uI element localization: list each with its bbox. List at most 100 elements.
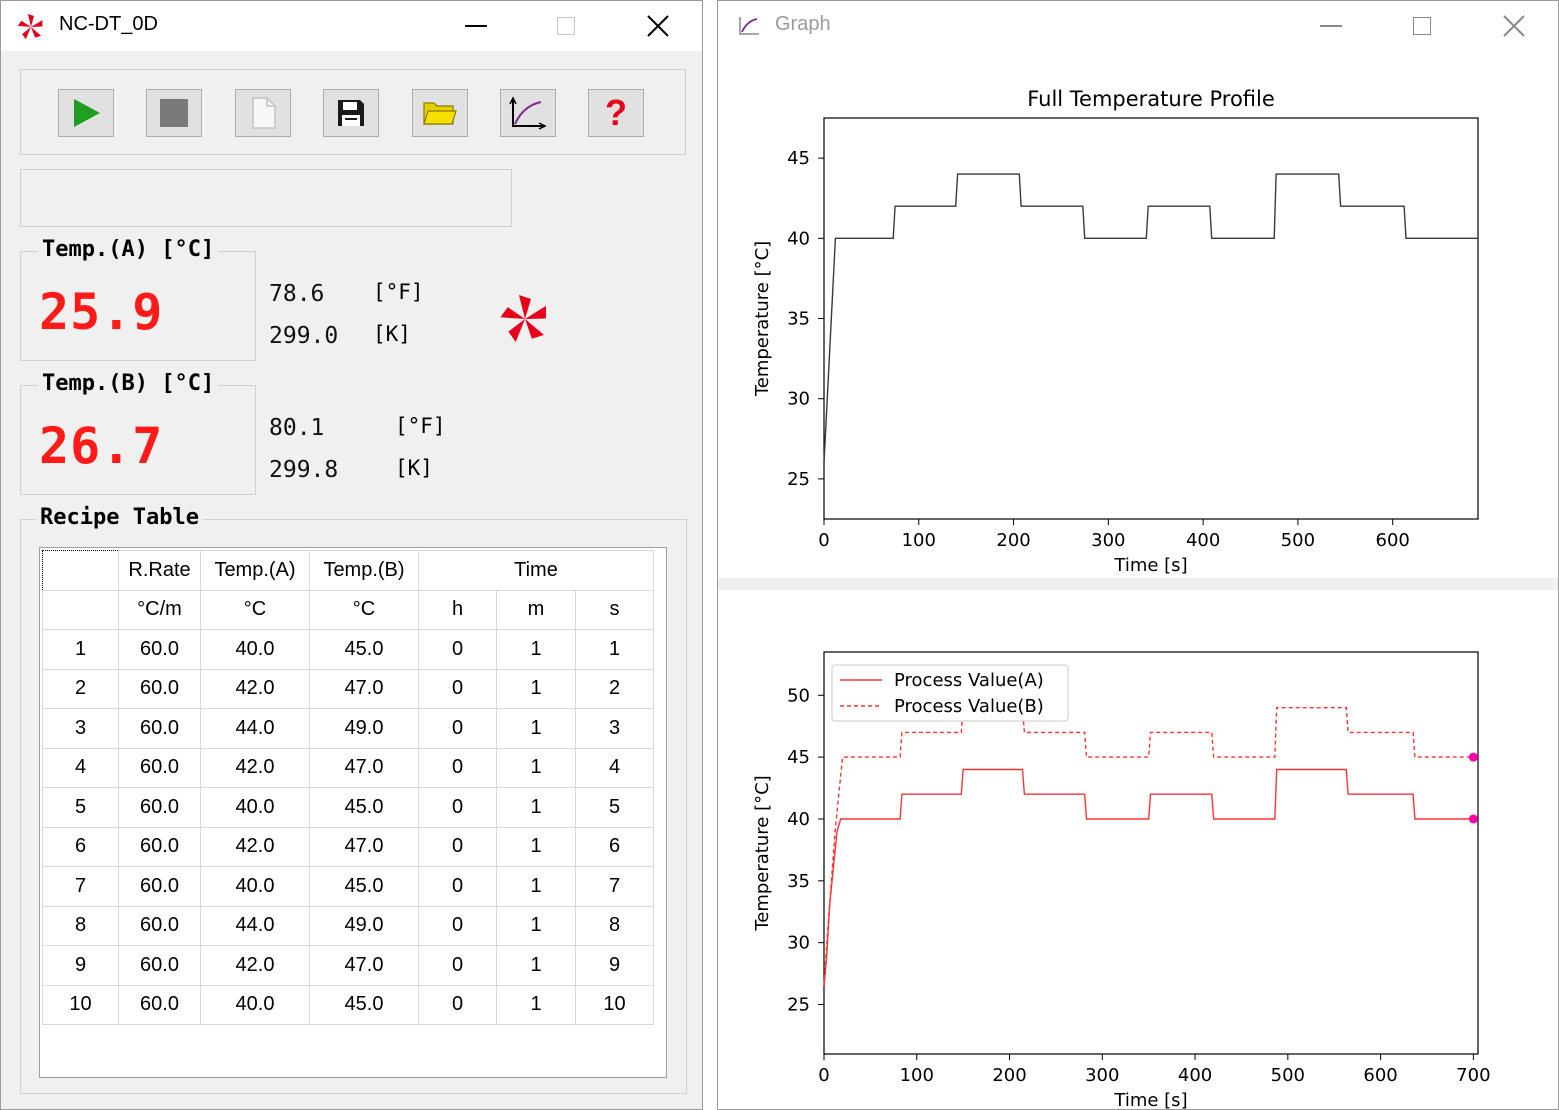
unit-seconds[interactable]: s: [575, 589, 654, 630]
temp-a-cell[interactable]: 40.0: [200, 787, 310, 828]
temp-b-cell[interactable]: 47.0: [309, 747, 419, 788]
temp-b-cell[interactable]: 47.0: [309, 945, 419, 986]
help-button[interactable]: ?: [588, 89, 644, 137]
table-row[interactable]: 6 60.0 42.0 47.0 0 1 6: [42, 826, 654, 867]
seconds-cell[interactable]: 7: [575, 866, 654, 907]
row-index[interactable]: 10: [42, 984, 119, 1025]
minutes-cell[interactable]: 1: [496, 668, 576, 709]
seconds-cell[interactable]: 8: [575, 905, 654, 946]
seconds-cell[interactable]: 10: [575, 984, 654, 1025]
hours-cell[interactable]: 0: [418, 984, 497, 1025]
row-index[interactable]: 2: [42, 668, 119, 709]
hours-cell[interactable]: 0: [418, 945, 497, 986]
hours-cell[interactable]: 0: [418, 905, 497, 946]
temp-a-cell[interactable]: 40.0: [200, 984, 310, 1025]
table-row[interactable]: 8 60.0 44.0 49.0 0 1 8: [42, 905, 654, 946]
temp-b-cell[interactable]: 45.0: [309, 984, 419, 1025]
rate-cell[interactable]: 60.0: [118, 787, 201, 828]
temp-a-cell[interactable]: 44.0: [200, 905, 310, 946]
rate-cell[interactable]: 60.0: [118, 984, 201, 1025]
table-row[interactable]: 5 60.0 40.0 45.0 0 1 5: [42, 787, 654, 828]
temp-b-cell[interactable]: 49.0: [309, 708, 419, 749]
unit-hours[interactable]: h: [418, 589, 497, 630]
header-temp-b[interactable]: Temp.(B): [309, 550, 419, 591]
row-index[interactable]: 4: [42, 747, 119, 788]
temp-a-cell[interactable]: 44.0: [200, 708, 310, 749]
temp-a-cell[interactable]: 42.0: [200, 668, 310, 709]
hours-cell[interactable]: 0: [418, 708, 497, 749]
rate-cell[interactable]: 60.0: [118, 866, 201, 907]
minutes-cell[interactable]: 1: [496, 826, 576, 867]
seconds-cell[interactable]: 4: [575, 747, 654, 788]
table-row[interactable]: 3 60.0 44.0 49.0 0 1 3: [42, 708, 654, 749]
open-folder-button[interactable]: [412, 89, 468, 137]
table-row[interactable]: 2 60.0 42.0 47.0 0 1 2: [42, 668, 654, 709]
table-row[interactable]: 7 60.0 40.0 45.0 0 1 7: [42, 866, 654, 907]
temp-b-cell[interactable]: 47.0: [309, 668, 419, 709]
temp-b-cell[interactable]: 45.0: [309, 866, 419, 907]
rate-cell[interactable]: 60.0: [118, 826, 201, 867]
row-index[interactable]: 5: [42, 787, 119, 828]
seconds-cell[interactable]: 5: [575, 787, 654, 828]
row-index[interactable]: 8: [42, 905, 119, 946]
temp-b-cell[interactable]: 49.0: [309, 905, 419, 946]
row-index[interactable]: 9: [42, 945, 119, 986]
new-file-button[interactable]: [235, 89, 291, 137]
run-button[interactable]: [58, 89, 114, 137]
table-row[interactable]: 1 60.0 40.0 45.0 0 1 1: [42, 629, 654, 670]
header-temp-a[interactable]: Temp.(A): [200, 550, 310, 591]
corner-cell[interactable]: [42, 550, 119, 591]
seconds-cell[interactable]: 6: [575, 826, 654, 867]
minutes-cell[interactable]: 1: [496, 905, 576, 946]
header-rate[interactable]: R.Rate: [118, 550, 201, 591]
minutes-cell[interactable]: 1: [496, 708, 576, 749]
rate-cell[interactable]: 60.0: [118, 708, 201, 749]
row-index[interactable]: 6: [42, 826, 119, 867]
hours-cell[interactable]: 0: [418, 747, 497, 788]
close-button[interactable]: [635, 1, 681, 51]
seconds-cell[interactable]: 1: [575, 629, 654, 670]
rate-cell[interactable]: 60.0: [118, 629, 201, 670]
hours-cell[interactable]: 0: [418, 866, 497, 907]
graph-close-button[interactable]: [1491, 1, 1537, 51]
plot-splitter[interactable]: [718, 578, 1558, 590]
rate-cell[interactable]: 60.0: [118, 668, 201, 709]
hours-cell[interactable]: 0: [418, 668, 497, 709]
temp-a-cell[interactable]: 40.0: [200, 629, 310, 670]
minutes-cell[interactable]: 1: [496, 984, 576, 1025]
minutes-cell[interactable]: 1: [496, 866, 576, 907]
unit-temp-b[interactable]: °C: [309, 589, 419, 630]
table-row[interactable]: 10 60.0 40.0 45.0 0 1 10: [42, 984, 654, 1025]
row-index[interactable]: 1: [42, 629, 119, 670]
hours-cell[interactable]: 0: [418, 629, 497, 670]
maximize-button[interactable]: [543, 1, 589, 51]
seconds-cell[interactable]: 2: [575, 668, 654, 709]
row-index[interactable]: 7: [42, 866, 119, 907]
unit-row-label[interactable]: [42, 589, 119, 630]
temp-a-cell[interactable]: 40.0: [200, 866, 310, 907]
minutes-cell[interactable]: 1: [496, 747, 576, 788]
minutes-cell[interactable]: 1: [496, 787, 576, 828]
temp-a-cell[interactable]: 42.0: [200, 826, 310, 867]
temp-b-cell[interactable]: 47.0: [309, 826, 419, 867]
hours-cell[interactable]: 0: [418, 787, 497, 828]
minutes-cell[interactable]: 1: [496, 629, 576, 670]
row-index[interactable]: 3: [42, 708, 119, 749]
hours-cell[interactable]: 0: [418, 826, 497, 867]
seconds-cell[interactable]: 3: [575, 708, 654, 749]
seconds-cell[interactable]: 9: [575, 945, 654, 986]
temp-b-cell[interactable]: 45.0: [309, 787, 419, 828]
unit-temp-a[interactable]: °C: [200, 589, 310, 630]
rate-cell[interactable]: 60.0: [118, 945, 201, 986]
minutes-cell[interactable]: 1: [496, 945, 576, 986]
unit-rate[interactable]: °C/m: [118, 589, 201, 630]
temp-a-cell[interactable]: 42.0: [200, 747, 310, 788]
save-button[interactable]: [323, 89, 379, 137]
table-row[interactable]: 9 60.0 42.0 47.0 0 1 9: [42, 945, 654, 986]
graph-minimize-button[interactable]: [1308, 1, 1354, 51]
graph-maximize-button[interactable]: [1399, 1, 1445, 51]
header-time[interactable]: Time: [418, 550, 654, 591]
table-row[interactable]: 4 60.0 42.0 47.0 0 1 4: [42, 747, 654, 788]
temp-a-cell[interactable]: 42.0: [200, 945, 310, 986]
rate-cell[interactable]: 60.0: [118, 905, 201, 946]
